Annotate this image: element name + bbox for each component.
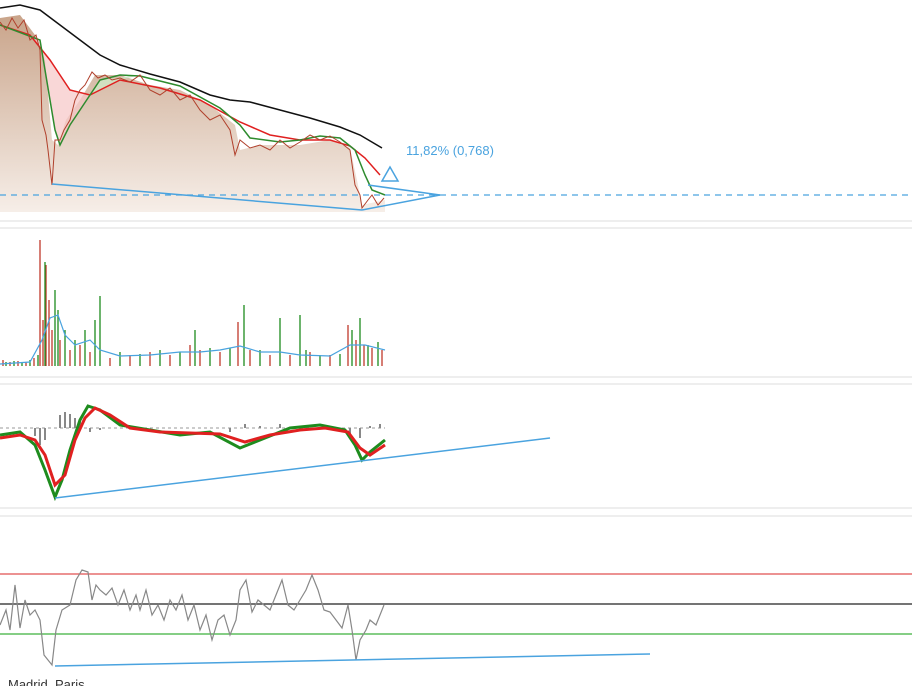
trend-line — [51, 183, 363, 211]
volume-panel — [0, 240, 386, 366]
annotation: 11,82% (0,768) — [406, 143, 494, 158]
trend-line — [367, 184, 441, 196]
rsi-panel: Madrid, Paris — [0, 569, 912, 686]
ma-black — [0, 4, 383, 149]
candles — [0, 16, 385, 210]
footer-text: Madrid, Paris — [8, 677, 85, 686]
volume-average — [0, 314, 386, 365]
price-area — [0, 15, 385, 212]
target-marker — [380, 165, 400, 182]
macd-red — [0, 406, 386, 488]
trend-line — [54, 653, 651, 667]
rsi-line — [0, 569, 385, 667]
trend-line — [361, 194, 441, 211]
volume-green — [5, 262, 379, 366]
ma-red — [0, 24, 381, 176]
price-panel: 11,82% (0,768) — [0, 4, 912, 212]
macd-panel — [0, 404, 551, 502]
trend-line — [54, 437, 551, 499]
volume-red — [2, 240, 383, 366]
